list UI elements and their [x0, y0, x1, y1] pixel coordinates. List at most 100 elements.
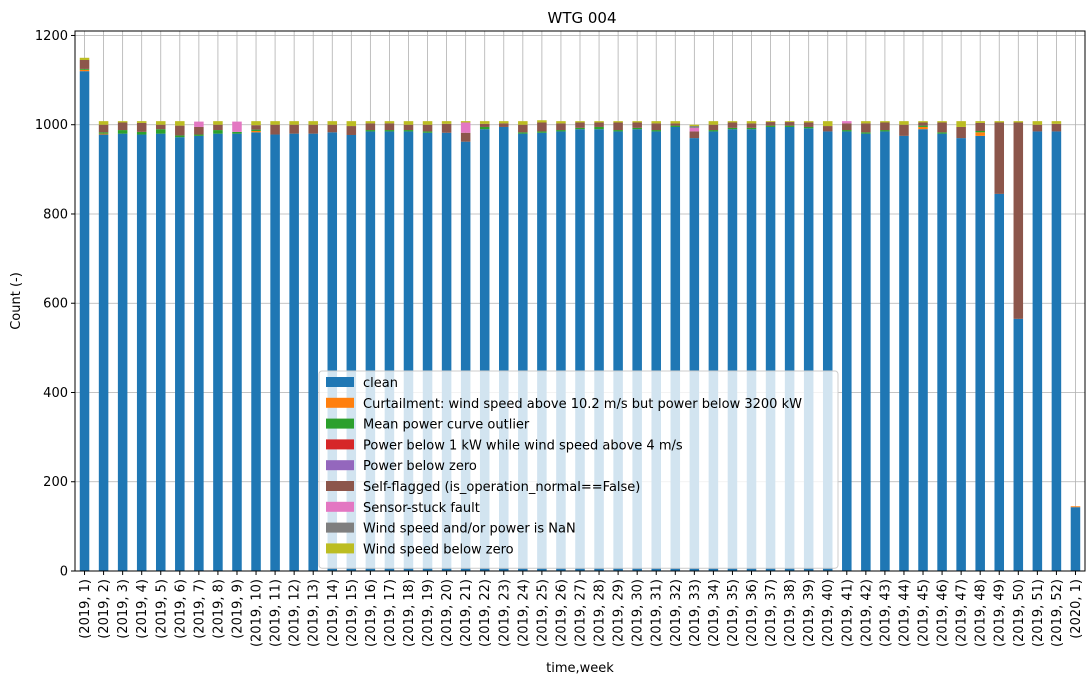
bar-segment [727, 121, 738, 123]
bar-segment [441, 132, 452, 571]
bar-segment [175, 125, 185, 136]
bar-segment [842, 123, 852, 131]
bar-segment [270, 121, 280, 125]
x-tick-label: (2019, 1) [78, 579, 93, 639]
bar-segment [632, 122, 642, 128]
x-tick-label: (2019, 44) [897, 579, 912, 647]
bar-segment [937, 121, 947, 123]
bar-segment [613, 130, 623, 132]
bar-segment [994, 193, 1005, 571]
x-tick-label: (2019, 47) [955, 579, 970, 647]
bar-segment [918, 125, 928, 127]
bar-segment [175, 121, 185, 126]
bar-segment [251, 132, 261, 571]
bar-segment [327, 124, 338, 133]
bar-segment [365, 123, 376, 131]
x-tick-label: (2019, 17) [383, 579, 398, 647]
bar-segment [479, 123, 490, 127]
bar-segment [98, 124, 109, 133]
bar-segment [670, 121, 681, 124]
bars [79, 57, 1081, 572]
bar-segment [289, 121, 299, 125]
bar-segment [194, 135, 204, 571]
bar-segment [136, 122, 147, 132]
bar-segment [746, 129, 757, 571]
bar-segment [403, 124, 414, 131]
bar-segment [175, 137, 185, 571]
bar-segment [422, 124, 433, 132]
bar-segment [365, 121, 376, 124]
bar-segment [784, 122, 795, 126]
x-tick-label: (2019, 33) [688, 579, 703, 647]
x-tick-label: (2019, 40) [821, 579, 836, 647]
bar-segment [746, 121, 757, 124]
bar-segment [308, 121, 318, 125]
bar-segment [213, 133, 223, 571]
bar-segment [155, 124, 166, 130]
bar-segment [479, 129, 490, 571]
x-tick-label: (2019, 7) [192, 579, 207, 639]
legend-swatch [326, 439, 354, 450]
bar-segment [594, 126, 604, 130]
x-tick-label: (2019, 34) [707, 579, 722, 647]
bar-segment [346, 121, 357, 127]
legend-entry: clean [363, 376, 398, 391]
x-tick-label: (2019, 36) [745, 579, 760, 647]
x-tick-label: (2019, 2) [97, 579, 112, 639]
bar-segment [861, 121, 871, 124]
bar-segment [308, 124, 318, 134]
bar-segment [803, 128, 814, 572]
bar-segment [1051, 121, 1062, 124]
bar-segment [708, 124, 719, 131]
bar-segment [117, 130, 128, 134]
bar-segment [213, 130, 223, 134]
legend-swatch [326, 481, 354, 491]
bar-segment [670, 123, 681, 126]
bar-segment [98, 133, 109, 135]
x-tick-label: (2019, 11) [269, 579, 284, 647]
legend-entry: Self-flagged (is_operation_normal==False… [363, 480, 640, 495]
bar-segment [460, 121, 471, 123]
x-tick-label: (2019, 37) [764, 579, 779, 647]
bar-segment [136, 131, 147, 135]
bar-segment [499, 126, 509, 572]
bar-segment [594, 121, 604, 123]
bar-segment [956, 126, 966, 139]
bar-segment [499, 123, 509, 127]
bar-segment [251, 121, 261, 126]
bar-segment [98, 134, 109, 572]
bar-segment [537, 132, 547, 571]
bar-segment [765, 126, 776, 572]
bar-segment [79, 71, 90, 572]
bar-segment [803, 122, 814, 127]
bar-segment [1032, 121, 1043, 125]
bar-segment [689, 124, 700, 127]
bar-segment [384, 130, 395, 132]
legend-entry: Wind speed and/or power is NaN [363, 522, 576, 537]
y-tick-label: 600 [43, 297, 68, 312]
bar-segment [1070, 506, 1081, 508]
legend-entry: Power below 1 kW while wind speed above … [363, 438, 683, 453]
y-tick-label: 1000 [35, 118, 68, 133]
legend-swatch [326, 501, 354, 512]
bar-segment [155, 129, 166, 134]
x-tick-label: (2019, 23) [497, 579, 512, 647]
bar-segment [441, 123, 452, 133]
x-tick-label: (2019, 38) [783, 579, 798, 647]
bar-segment [460, 122, 471, 133]
x-tick-label: (2019, 19) [421, 579, 436, 647]
x-tick-label: (2019, 27) [574, 579, 589, 647]
x-tick-label: (2019, 32) [669, 579, 684, 647]
x-tick-label: (2019, 26) [554, 579, 569, 647]
bar-segment [594, 129, 604, 571]
bar-segment [670, 125, 681, 127]
bar-segment [975, 130, 985, 133]
bar-segment [937, 132, 947, 134]
bar-segment [194, 134, 204, 136]
y-axis: 0 200 400 600 800 1000 1200 [35, 29, 75, 580]
bar-segment [937, 133, 947, 571]
bar-segment [1032, 124, 1043, 132]
bar-segment [975, 132, 985, 136]
bar-segment [727, 129, 738, 571]
x-tick-label: (2019, 43) [878, 579, 893, 647]
